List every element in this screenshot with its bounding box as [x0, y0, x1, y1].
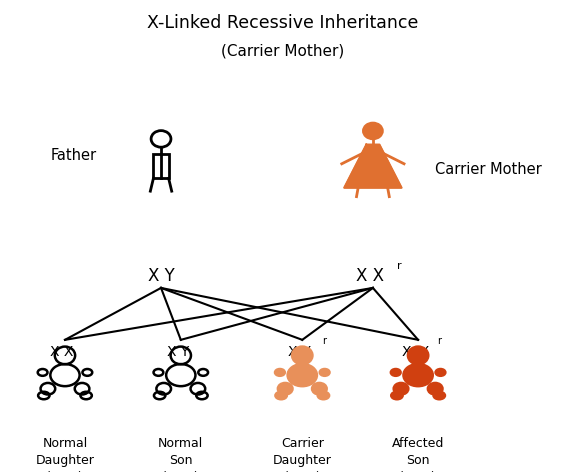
Text: X Y: X Y — [167, 345, 189, 359]
Circle shape — [363, 123, 383, 139]
Text: X X: X X — [288, 345, 311, 359]
Ellipse shape — [436, 369, 445, 376]
Polygon shape — [344, 144, 402, 188]
Ellipse shape — [320, 369, 329, 376]
Ellipse shape — [428, 383, 442, 395]
Text: Normal
Son
(25%): Normal Son (25%) — [158, 437, 203, 472]
Ellipse shape — [278, 383, 293, 395]
Ellipse shape — [408, 346, 428, 364]
Ellipse shape — [403, 364, 433, 386]
Text: X-Linked Recessive Inheritance: X-Linked Recessive Inheritance — [147, 14, 418, 32]
Ellipse shape — [275, 369, 285, 376]
Ellipse shape — [391, 369, 401, 376]
Ellipse shape — [312, 383, 327, 395]
Text: r: r — [397, 261, 402, 271]
Ellipse shape — [394, 383, 408, 395]
Text: Normal
Daughter
(25%): Normal Daughter (25%) — [36, 437, 94, 472]
Text: X X: X X — [50, 345, 74, 359]
Ellipse shape — [288, 364, 317, 386]
Text: X X: X X — [356, 267, 384, 285]
Ellipse shape — [292, 346, 312, 364]
Text: r: r — [321, 336, 326, 346]
Text: Father: Father — [50, 148, 97, 163]
Ellipse shape — [318, 392, 329, 399]
Ellipse shape — [275, 392, 287, 399]
Text: Affected
Son
(25%): Affected Son (25%) — [392, 437, 444, 472]
Text: X  Y: X Y — [402, 345, 429, 359]
Text: Carrier
Daughter
(25%): Carrier Daughter (25%) — [273, 437, 332, 472]
Ellipse shape — [433, 392, 445, 399]
Text: (Carrier Mother): (Carrier Mother) — [221, 43, 344, 59]
Ellipse shape — [391, 392, 403, 399]
Text: Carrier Mother: Carrier Mother — [436, 162, 542, 177]
Text: r: r — [437, 336, 442, 346]
Text: X Y: X Y — [147, 267, 175, 285]
